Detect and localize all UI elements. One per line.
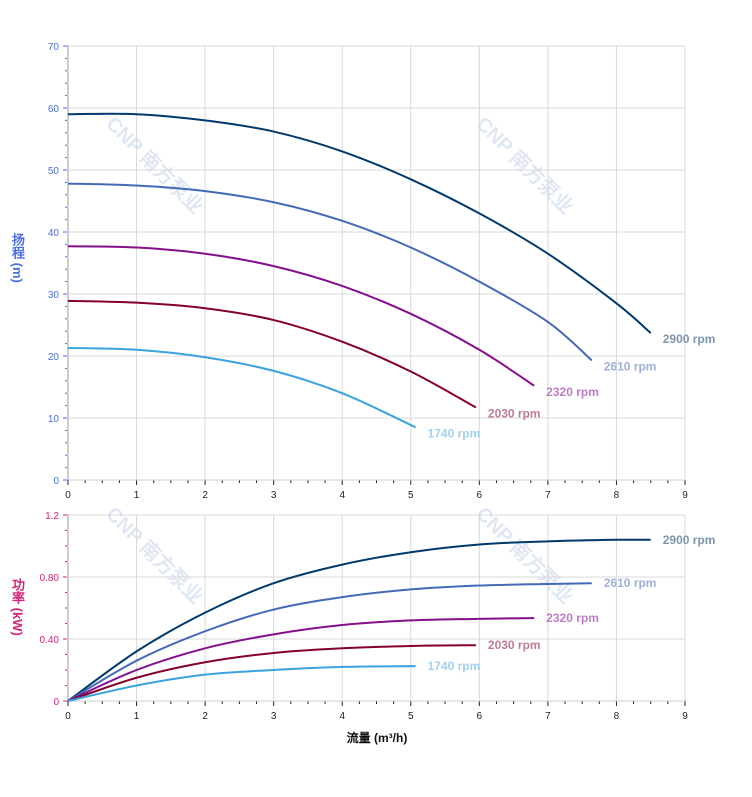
y-tick-label: 0.40 <box>40 635 60 646</box>
series-line-2030-rpm <box>67 299 477 409</box>
x-tick-label: 1 <box>134 711 140 722</box>
x-tick-label: 3 <box>271 490 277 501</box>
series-label: 2900 rpm <box>663 533 716 547</box>
x-tick-label: 5 <box>408 711 414 722</box>
series-line-2320-rpm <box>67 245 535 387</box>
head-chart: 0 1 2 3 4 5 6 7 8 9 0 10 20 30 40 50 60 70 2900 rpm 2610 rp… <box>48 42 716 501</box>
x-tick-label: 5 <box>408 490 414 501</box>
series-label: 1740 rpm <box>428 659 481 673</box>
series-line-2610-rpm <box>67 582 592 702</box>
x-tick-label: 7 <box>545 711 551 722</box>
series-label: 1740 rpm <box>428 426 481 440</box>
y-tick-label: 10 <box>48 414 60 425</box>
series-line-1740-rpm <box>67 346 416 429</box>
y-tick-label: 0 <box>53 697 59 708</box>
series-line-2030-rpm <box>67 644 476 702</box>
y-tick-label: 0.80 <box>40 573 60 584</box>
x-tick-label: 6 <box>477 490 483 501</box>
y-tick-label: 70 <box>48 42 60 53</box>
x-axis-label: 流量 (m³/h) <box>347 730 408 745</box>
x-tick-label: 7 <box>545 490 551 501</box>
x-tick-label: 4 <box>339 711 345 722</box>
series-label: 2320 rpm <box>546 385 599 399</box>
series-line-1740-rpm <box>67 665 416 702</box>
y-tick-label: 30 <box>48 290 60 301</box>
series-label: 2320 rpm <box>546 611 599 625</box>
watermark-logo: CNP 南方泵业 <box>471 502 578 609</box>
y-tick-label: 60 <box>48 104 60 115</box>
x-tick-label: 4 <box>339 490 345 501</box>
series-label: 2610 rpm <box>604 359 657 373</box>
x-tick-label: 0 <box>65 490 71 501</box>
head-y-axis-label: 扬程 (m) <box>10 233 25 283</box>
x-tick-label: 9 <box>682 490 688 501</box>
series-label: 2610 rpm <box>604 576 657 590</box>
series-line-2900-rpm <box>67 538 651 702</box>
watermark-logo: CNP 南方泵业 <box>471 112 578 219</box>
y-tick-label: 1.2 <box>45 511 59 522</box>
power-y-axis-label: 功率 (kW) <box>10 578 25 636</box>
x-tick-label: 2 <box>202 490 208 501</box>
x-tick-label: 6 <box>477 711 483 722</box>
x-tick-label: 9 <box>682 711 688 722</box>
series-line-2610-rpm <box>67 182 593 362</box>
watermark-logo: CNP 南方泵业 <box>101 112 208 219</box>
y-tick-label: 40 <box>48 228 60 239</box>
power-chart: 0 1 2 3 4 5 6 7 8 9 0 0.40 0.80 1.2 流量 (m³/h) 2900 rpm 2… <box>40 511 716 745</box>
series-line-2320-rpm <box>67 617 535 702</box>
x-tick-label: 2 <box>202 711 208 722</box>
x-tick-label: 8 <box>614 490 620 501</box>
series-label: 2030 rpm <box>488 406 541 420</box>
x-tick-label: 3 <box>271 711 277 722</box>
series-label: 2030 rpm <box>488 638 541 652</box>
y-tick-label: 0 <box>53 476 59 487</box>
y-tick-label: 20 <box>48 352 60 363</box>
series-line-2900-rpm <box>67 112 652 334</box>
x-tick-label: 0 <box>65 711 71 722</box>
x-tick-label: 1 <box>134 490 140 501</box>
y-tick-label: 50 <box>48 166 60 177</box>
series-label: 2900 rpm <box>663 332 716 346</box>
x-tick-label: 8 <box>614 711 620 722</box>
watermark-logo: CNP 南方泵业 <box>101 502 208 609</box>
